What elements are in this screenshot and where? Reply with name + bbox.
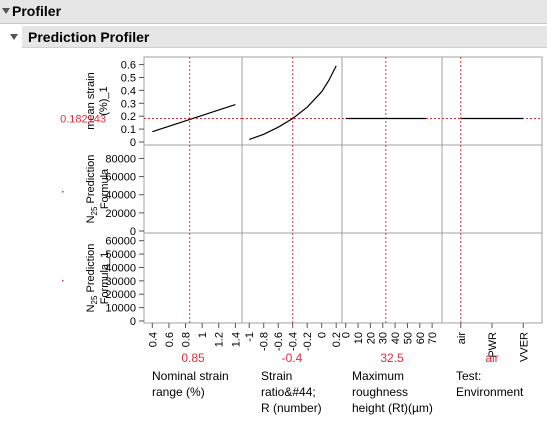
x-tick-label: 0.2 — [331, 332, 343, 347]
x-tick-label: 30 — [378, 332, 390, 344]
response-label-n25: N25 Prediction Formula_1 — [85, 244, 111, 313]
response-label-text: Prediction — [85, 155, 97, 207]
factor-current-value[interactable]: 32.5 — [380, 351, 404, 365]
x-tick-label: -0.2 — [302, 332, 314, 351]
response-label-subscript: 25 — [90, 295, 99, 304]
y-tick-label: 0.4 — [121, 85, 136, 97]
factor-current-value[interactable]: 0.85 — [181, 351, 205, 365]
factor-label: Strain ratio&#44; R (number) — [261, 368, 322, 416]
y-tick-label: 0.3 — [121, 98, 136, 110]
x-tick-label: 10 — [353, 332, 365, 344]
outline-title: Profiler — [12, 3, 62, 19]
factor-label-line: Environment — [456, 385, 524, 399]
profile-curve — [152, 104, 236, 133]
y-tick-label: 50000 — [105, 249, 136, 261]
response-current-marker — [62, 191, 64, 193]
profiler-outline-header[interactable]: Profiler — [0, 0, 547, 24]
factor-current-value[interactable]: -0.4 — [281, 351, 303, 365]
y-tick-label: 0.1 — [121, 124, 136, 136]
x-tick-label: 1.2 — [214, 332, 226, 347]
x-tick-label: PWR — [487, 332, 499, 358]
factor-label: Nominal strain range (%) — [152, 368, 229, 400]
x-tick-label: 0 — [341, 332, 353, 338]
y-tick-label: 20000 — [105, 289, 136, 301]
factor-label-line: range (%) — [152, 385, 205, 399]
disclosure-triangle-icon[interactable] — [10, 34, 18, 40]
x-tick-label: 0.6 — [164, 332, 176, 347]
y-tick-label: 0 — [130, 137, 136, 149]
factor-label-line: Maximum — [352, 369, 405, 383]
factor-current-value[interactable]: air — [485, 351, 499, 365]
response-label-line: N25 Prediction — [85, 155, 99, 224]
x-tick-label: 50 — [402, 332, 414, 344]
factor-label-line: roughness — [352, 385, 409, 399]
x-tick-label: 1.4 — [230, 332, 242, 347]
plot-frame — [143, 56, 543, 324]
y-tick-label: 20000 — [105, 208, 136, 220]
y-tick-label: 0 — [130, 316, 136, 328]
factor-label-line: height (Rt)(µm) — [352, 401, 433, 415]
response-label-text: N — [85, 304, 97, 312]
response-label-line: (%)_1 — [98, 86, 110, 115]
response-label-line: Formula_1 — [99, 252, 111, 305]
factor-label-line: Test: — [456, 369, 482, 383]
x-tick-label: 0 — [317, 332, 329, 338]
x-tick-label: 60 — [415, 332, 427, 344]
y-tick-label: 0.5 — [121, 72, 136, 84]
y-tick-label: 60000 — [105, 236, 136, 248]
response-label-n25: N25 Prediction Formula — [85, 155, 111, 224]
x-tick-label: 70 — [427, 332, 439, 344]
y-tick-label: 10000 — [105, 303, 136, 315]
factor-label-line: Nominal strain — [152, 369, 229, 383]
x-tick-label: 0.8 — [181, 332, 193, 347]
factor-label: Maximum roughness height (Rt)(µm) — [352, 368, 433, 416]
factor-label-line: R (number) — [261, 401, 322, 415]
panel-title: Prediction Profiler — [28, 29, 150, 45]
x-tick-label: 1 — [197, 332, 209, 338]
x-tick-label: 40 — [390, 332, 402, 344]
prediction-profiler-header[interactable]: Prediction Profiler — [10, 26, 547, 48]
response-label-text: Prediction — [85, 244, 97, 296]
response-label-line: mean strain — [85, 72, 97, 129]
x-tick-label: 20 — [365, 332, 377, 344]
response-current-marker — [62, 280, 64, 282]
response-label-text: N — [85, 215, 97, 223]
response-label-line: N25 Prediction — [85, 244, 99, 313]
response-label-line: Formula — [99, 168, 111, 209]
factor-label-line: Strain — [261, 369, 293, 383]
x-tick-label: -0.4 — [288, 332, 300, 351]
y-tick-label: 80000 — [105, 153, 136, 165]
response-label-subscript: 25 — [90, 206, 99, 215]
y-tick-label: 40000 — [105, 262, 136, 274]
y-tick-label: 40000 — [105, 190, 136, 202]
x-tick-label: air — [456, 332, 468, 345]
y-tick-label: 0.6 — [121, 60, 136, 72]
x-tick-label: 0.4 — [147, 332, 159, 347]
y-tick-label: 60000 — [105, 172, 136, 184]
y-tick-label: 0.2 — [121, 111, 136, 123]
disclosure-triangle-icon[interactable] — [2, 8, 10, 14]
x-tick-label: VVER — [518, 332, 530, 362]
response-current-value: 0.182143 — [60, 113, 106, 125]
response-label-mean-strain: mean strain(%)_1 — [85, 72, 110, 129]
x-tick-label: -0.8 — [259, 332, 271, 351]
profile-curve — [249, 65, 337, 140]
y-tick-label: 0 — [130, 226, 136, 238]
factor-label-line: ratio&#44; — [261, 385, 316, 399]
x-tick-label: -0.6 — [273, 332, 285, 351]
y-tick-label: 30000 — [105, 276, 136, 288]
x-tick-label: -1 — [244, 332, 256, 342]
factor-label: Test: Environment — [456, 368, 523, 400]
